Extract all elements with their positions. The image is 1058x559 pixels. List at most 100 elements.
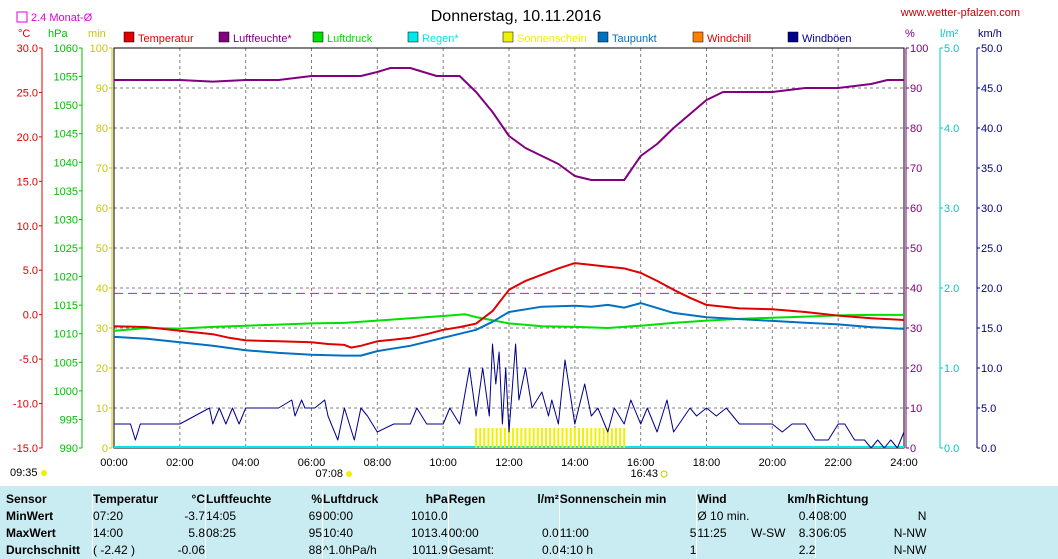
x-tick-label: 04:00 (232, 457, 260, 469)
rain-tick-label: 3.0 (944, 203, 959, 215)
wind-max-dir: W-SW (750, 525, 786, 540)
sunshine-bar (561, 428, 564, 448)
wind-min-time: Ø 10 min. (696, 507, 750, 524)
wind-avg-dir (749, 541, 785, 558)
website-link[interactable]: www.wetter-pfalzen.com (900, 7, 1020, 19)
dir-max-time: 06:05 (815, 524, 887, 541)
kmh-tick-label: 20.0 (981, 283, 1002, 295)
legend-label: Luftfeuchte* (233, 33, 292, 45)
hum-min-time: 14:05 (205, 507, 294, 524)
sunset-label: 16:43 (630, 468, 658, 480)
unit-hpa: hPa (48, 28, 68, 40)
sunshine-bar (582, 428, 585, 448)
sunshine-bar (540, 428, 543, 448)
sunshine-bar (532, 428, 535, 448)
x-tick-label: 10:00 (429, 457, 457, 469)
kmh-tick-label: 0.0 (981, 443, 996, 455)
hum-avg-value: 88 (308, 542, 322, 557)
pressure-line (113, 313, 904, 332)
rain-tick-label: 2.0 (944, 283, 959, 295)
wind-min-dir (749, 507, 785, 524)
celsius-tick-label: -5.0 (19, 354, 38, 366)
x-tick-label: 02:00 (166, 457, 194, 469)
sun-max-value: 5 (689, 525, 697, 540)
hpa-tick-label: 990 (60, 443, 78, 455)
sunrise-icon (346, 471, 352, 477)
x-tick-label: 18:00 (693, 457, 721, 469)
rain-min-time (447, 507, 529, 524)
sun-min-time (558, 507, 667, 524)
kmh-tick-label: 30.0 (981, 203, 1002, 215)
chart-series (113, 67, 905, 449)
percent-tick-label: 0 (910, 443, 916, 455)
x-tick-label: 24:00 (890, 457, 918, 469)
rain-min-value (529, 507, 560, 524)
hpa-tick-label: 1050 (54, 100, 78, 112)
legend-label: Taupunkt (612, 33, 657, 45)
hdr-sun: Sonnenschein min (558, 490, 667, 507)
wind-gust-line (114, 343, 905, 449)
legend-swatch (692, 31, 704, 43)
sunshine-bar (590, 428, 593, 448)
hdr-hum-unit: % (311, 491, 322, 506)
kmh-tick-label: 45.0 (981, 83, 1002, 95)
kmh-tick-label: 50.0 (981, 43, 1002, 55)
percent-tick-label: 80 (910, 123, 922, 135)
sunshine-bar (487, 428, 490, 448)
min-tick-label: 100 (90, 43, 108, 55)
rain-tick-label: 5.0 (944, 43, 959, 55)
x-tick-label: 14:00 (561, 457, 589, 469)
percent-tick-label: 60 (910, 203, 922, 215)
sunshine-bar (610, 428, 613, 448)
unit-percent: % (905, 28, 915, 40)
x-tick-label: 16:00 (627, 457, 655, 469)
sunrise-label: 07:08 (315, 468, 343, 480)
temp-max-value: 5.8 (188, 525, 205, 540)
celsius-tick-label: 30.0 (17, 43, 38, 55)
stats-row-min: MinWert 07:20 -3.7 14:05 69 00:00 1010.0… (6, 507, 926, 524)
sunshine-bar (586, 428, 589, 448)
kmh-tick-label: 40.0 (981, 123, 1002, 135)
hdr-hum: Luftfeuchte (205, 490, 294, 507)
avg-marker-label: 2.4 Monat-Ø (31, 12, 93, 24)
min-tick-label: 0 (102, 443, 108, 455)
hdr-dir: Richtung (815, 490, 887, 507)
sunshine-bar (565, 428, 568, 448)
sunshine-bar (573, 428, 576, 448)
hpa-tick-label: 1030 (54, 214, 78, 226)
row-label: MaxWert (6, 525, 56, 540)
hdr-wind: Wind (696, 490, 750, 507)
sunshine-bar (503, 428, 506, 448)
hum-max-time: 08:25 (205, 524, 294, 541)
celsius-tick-label: 0.0 (23, 310, 38, 322)
temp-avg-note: ( -2.42 ) (92, 541, 175, 558)
legend-label: Windböen (802, 33, 852, 45)
current-time-sun-icon (41, 470, 47, 476)
sunshine-bar (602, 428, 605, 448)
unit-celsius: °C (18, 28, 30, 40)
kmh-tick-label: 5.0 (981, 403, 996, 415)
dewpoint-line (113, 302, 905, 357)
hpa-tick-label: 1010 (54, 329, 78, 341)
sunset-icon (660, 470, 668, 478)
unit-rain: l/m² (940, 28, 959, 40)
stats-row-avg: Durchschnitt ( -2.42 ) -0.06 88 ^1.0hPa/… (6, 541, 926, 558)
celsius-tick-label: 15.0 (17, 176, 38, 188)
sunshine-bar (594, 428, 597, 448)
dir-min-value: N (917, 508, 927, 523)
wind-avg-note (696, 541, 750, 558)
legend-swatch (597, 31, 609, 43)
sunshine-bar (491, 428, 494, 448)
unit-kmh: km/h (978, 28, 1002, 40)
sunshine-bar (536, 428, 539, 448)
hpa-tick-label: 1060 (54, 43, 78, 55)
x-tick-label: 12:00 (495, 457, 523, 469)
press-trend: ^1.0hPa/h (322, 541, 411, 558)
kmh-tick-label: 25.0 (981, 243, 1002, 255)
stats-header-row: Sensor Temperatur °C Luftfeuchte % Luftd… (6, 490, 926, 507)
min-tick-label: 30 (96, 323, 108, 335)
sunshine-bar (508, 428, 510, 448)
rain-total-value: 0.0 (542, 542, 559, 557)
hpa-tick-label: 995 (60, 414, 78, 426)
hdr-rain-unit: l/m² (537, 491, 559, 506)
